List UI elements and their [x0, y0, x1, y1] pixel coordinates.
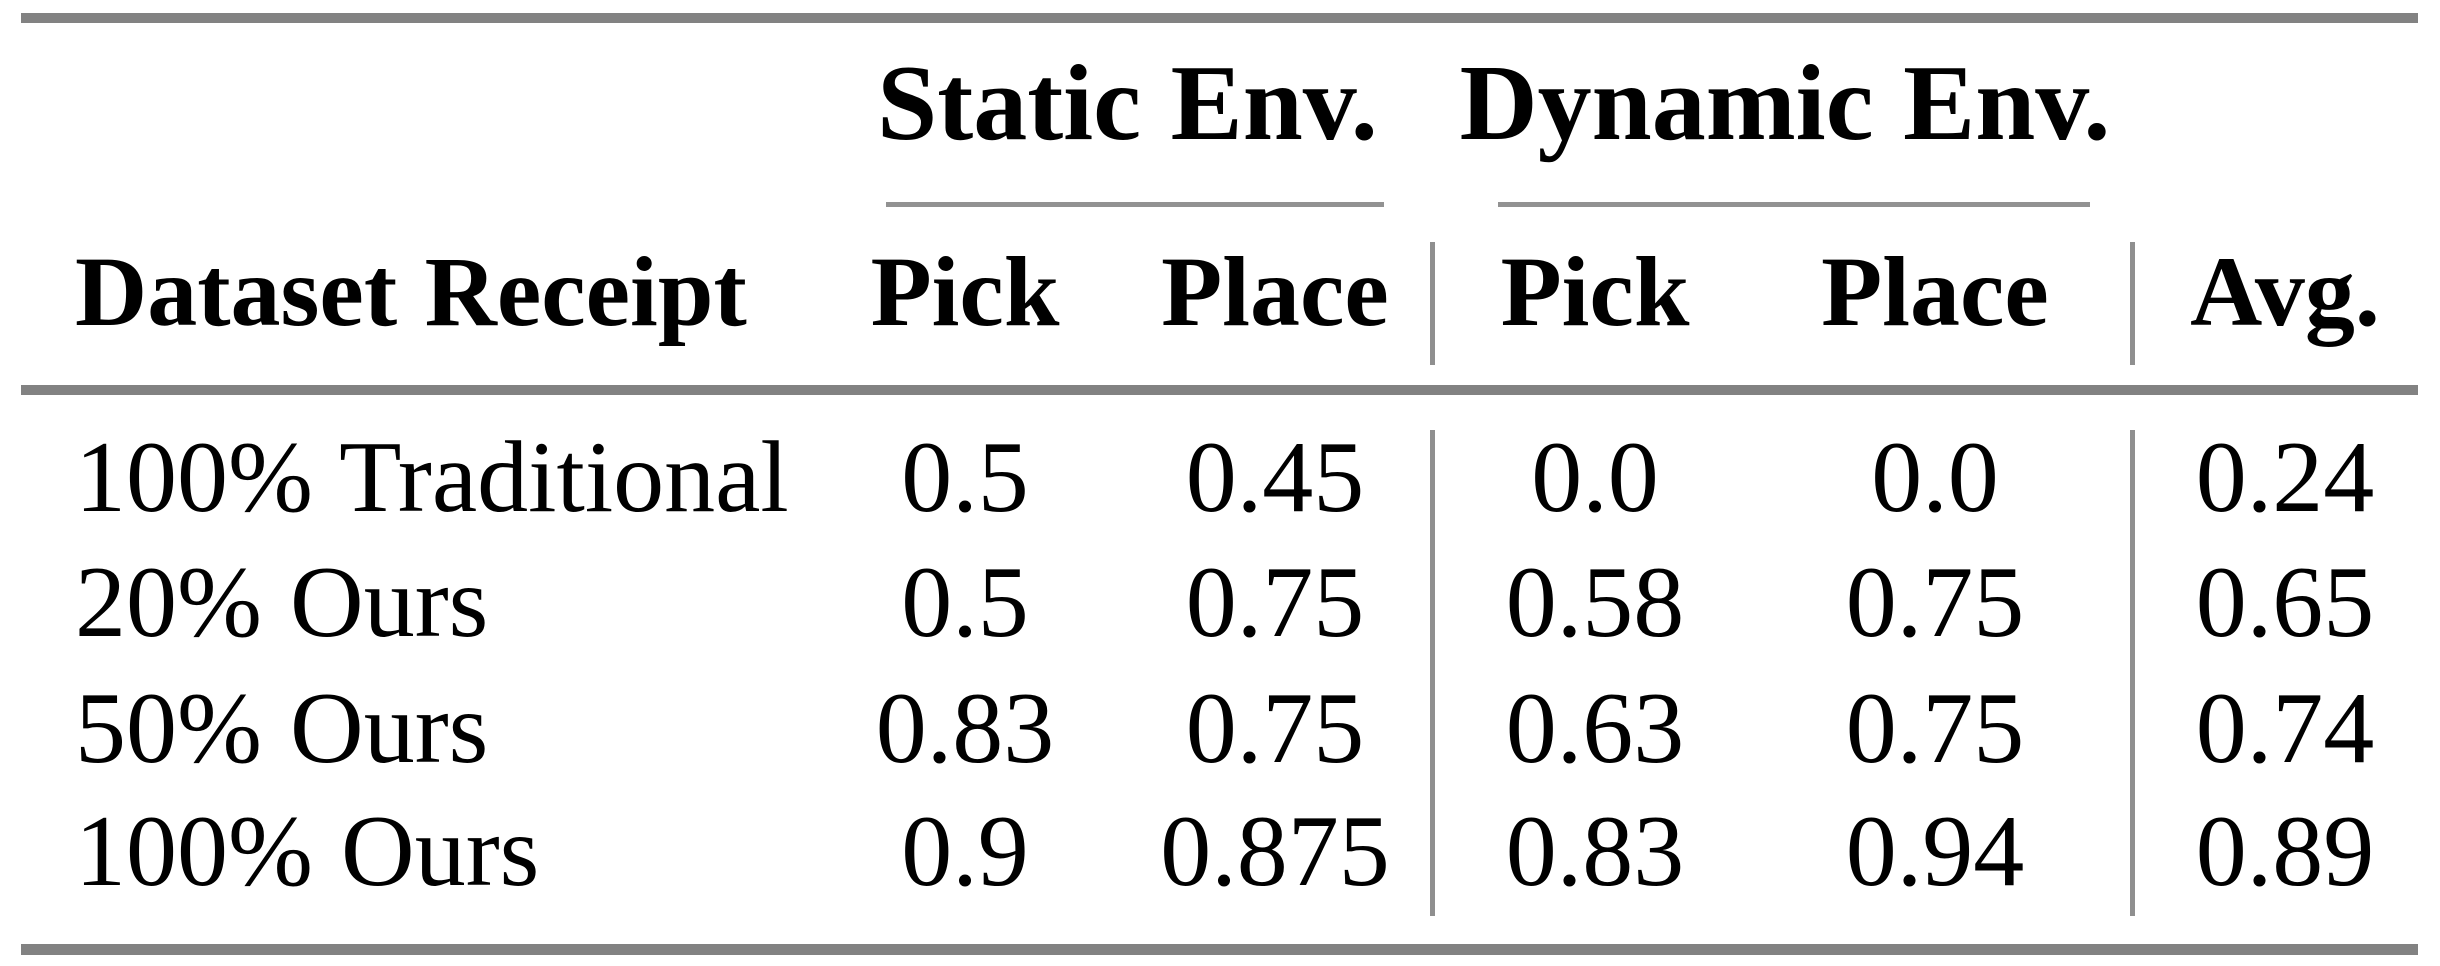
cell-dynamic-pick: 0.83 [1505, 795, 1685, 908]
cell-dynamic-pick: 0.58 [1505, 546, 1685, 659]
cell-static-pick: 0.5 [901, 546, 1029, 659]
cell-dynamic-place: 0.0 [1871, 421, 1999, 534]
column-header-static-pick: Pick [870, 236, 1060, 347]
cell-avg: 0.89 [2195, 795, 2375, 908]
cell-static-place: 0.875 [1160, 795, 1390, 908]
group-header-dynamic-env: Dynamic Env. [1459, 44, 2111, 163]
vertical-rule-header-right [2130, 242, 2135, 365]
cell-dynamic-place: 0.75 [1845, 546, 2025, 659]
cell-static-place: 0.75 [1185, 672, 1365, 785]
column-header-dynamic-pick: Pick [1500, 236, 1690, 347]
mid-rule [21, 385, 2418, 395]
column-header-static-place: Place [1161, 236, 1389, 347]
cell-dynamic-pick: 0.0 [1531, 421, 1659, 534]
cell-dynamic-place: 0.94 [1845, 795, 2025, 908]
cell-static-place: 0.75 [1185, 546, 1365, 659]
cell-dataset-receipt: 100% Traditional [75, 421, 789, 534]
column-header-avg: Avg. [2190, 236, 2380, 347]
column-header-dynamic-place: Place [1821, 236, 2049, 347]
top-rule [21, 13, 2418, 23]
cell-static-pick: 0.9 [901, 795, 1029, 908]
cell-static-place: 0.45 [1185, 421, 1365, 534]
cell-avg: 0.74 [2195, 672, 2375, 785]
cell-dataset-receipt: 20% Ours [75, 546, 489, 659]
group-header-static-env: Static Env. [877, 44, 1378, 163]
vertical-rule-header-left [1430, 242, 1435, 365]
column-header-dataset-receipt: Dataset Receipt [75, 236, 747, 347]
cell-dynamic-place: 0.75 [1845, 672, 2025, 785]
cmidrule-static-env [886, 202, 1384, 207]
cell-avg: 0.65 [2195, 546, 2375, 659]
cell-dataset-receipt: 50% Ours [75, 672, 489, 785]
cell-dataset-receipt: 100% Ours [75, 795, 540, 908]
cell-avg: 0.24 [2195, 421, 2375, 534]
vertical-rule-body-right [2130, 430, 2135, 916]
cmidrule-dynamic-env [1498, 202, 2090, 207]
cell-static-pick: 0.5 [901, 421, 1029, 534]
bottom-rule [21, 944, 2418, 955]
vertical-rule-body-left [1430, 430, 1435, 916]
cell-static-pick: 0.83 [875, 672, 1055, 785]
cell-dynamic-pick: 0.63 [1505, 672, 1685, 785]
